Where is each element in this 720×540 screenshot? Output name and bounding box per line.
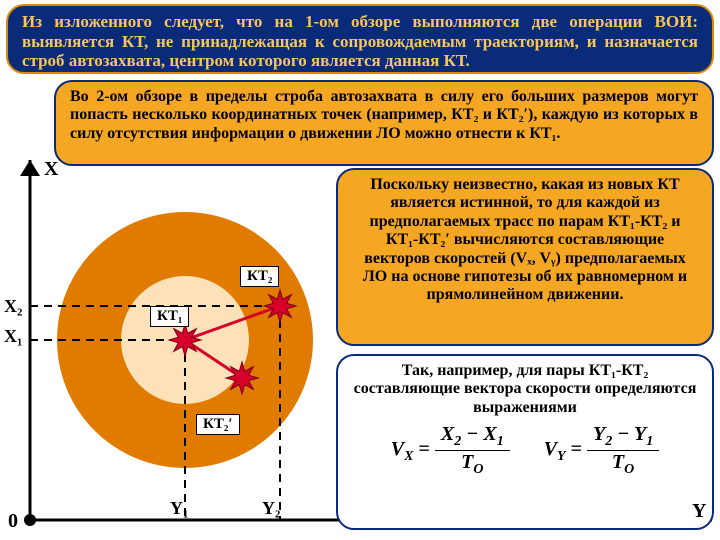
tick-label-y2: Y₂ [262,498,280,519]
tick-label-x1: X₁ [4,326,22,347]
velocity-formula: VX = X2 − X1 TO VY = Y2 − Y1 TO [352,423,698,478]
callout-3-text: Поскольку неизвестно, какая из новых КТ … [363,176,687,303]
callout-2: Во 2-ом обзоре в пределы строба автозахв… [54,80,714,166]
point-label-kt2: КТ₂ [240,266,279,287]
axis-label-x: X [44,158,58,181]
callout-2-text: Во 2-ом обзоре в пределы строба автозахв… [70,88,698,142]
callout-4: Так, например, для пары КТ₁-КТ₂ составля… [336,354,714,530]
tick-label-x2: X₂ [4,296,22,317]
callout-4-text: Так, например, для пары КТ₁-КТ₂ составля… [352,362,698,417]
callout-3: Поскольку неизвестно, какая из новых КТ … [336,168,714,346]
axis-label-origin: 0 [8,510,18,533]
axis-label-y: Y [692,500,706,523]
callout-1: Из изложенного следует, что на 1-ом обзо… [6,4,714,74]
point-label-kt1: КТ₁ [150,306,189,327]
point-label-kt2prime: КТ₂′ [196,414,240,435]
tick-label-y1: Y₁ [170,498,188,519]
callout-1-text: Из изложенного следует, что на 1-ом обзо… [22,12,698,70]
